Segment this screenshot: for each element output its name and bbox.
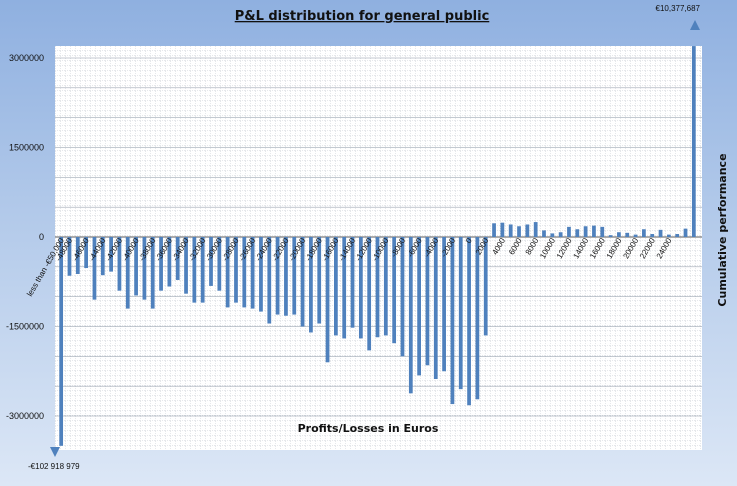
bar bbox=[525, 224, 530, 237]
bar bbox=[642, 229, 646, 237]
bar bbox=[691, 46, 696, 237]
bar bbox=[334, 237, 338, 336]
bar bbox=[617, 232, 621, 237]
chart-title: P&L distribution for general public bbox=[235, 9, 490, 24]
bar bbox=[134, 237, 138, 296]
bar bbox=[358, 237, 363, 339]
bar bbox=[400, 237, 405, 357]
bar bbox=[150, 237, 155, 309]
bar bbox=[159, 237, 163, 291]
x-tick-label: 0 bbox=[464, 236, 474, 245]
bar bbox=[658, 229, 663, 237]
arrow-up-icon bbox=[690, 20, 700, 30]
bars bbox=[59, 46, 696, 446]
bar bbox=[492, 223, 496, 237]
y-tick-label: -1500000 bbox=[6, 322, 44, 332]
bar bbox=[200, 237, 205, 303]
bar bbox=[184, 237, 188, 294]
bar bbox=[225, 237, 230, 308]
bar bbox=[567, 226, 571, 237]
bar bbox=[284, 237, 288, 316]
bar bbox=[392, 237, 397, 344]
bar bbox=[250, 237, 255, 309]
bottom-bar-annotation: -€102 918 979 bbox=[28, 462, 80, 471]
y-tick-labels: 3000000 1500000 0 -1500000 -3000000 bbox=[6, 53, 44, 421]
y-axis-label: Cumulative performance bbox=[716, 153, 729, 306]
bar bbox=[342, 237, 347, 339]
bar bbox=[467, 237, 471, 406]
bar bbox=[417, 237, 421, 376]
bar bbox=[592, 225, 596, 237]
bar bbox=[175, 237, 180, 280]
bar bbox=[550, 233, 555, 237]
bar bbox=[125, 237, 130, 309]
y-tick-label: 1500000 bbox=[9, 143, 44, 153]
bar bbox=[633, 234, 638, 237]
bar bbox=[100, 237, 105, 276]
bar bbox=[317, 237, 322, 324]
bar bbox=[483, 237, 488, 336]
bar bbox=[67, 237, 72, 276]
bar bbox=[383, 237, 388, 336]
bar bbox=[275, 237, 280, 315]
bar bbox=[683, 228, 688, 237]
bar bbox=[59, 237, 64, 446]
bar bbox=[234, 237, 238, 303]
bar bbox=[500, 222, 505, 237]
bar bbox=[425, 237, 430, 366]
bar bbox=[533, 222, 538, 237]
bar bbox=[508, 224, 513, 237]
bar bbox=[475, 237, 480, 400]
bar bbox=[675, 234, 680, 237]
bar bbox=[192, 237, 197, 303]
bar bbox=[583, 226, 588, 237]
x-axis-label: Profits/Losses in Euros bbox=[298, 422, 439, 435]
bar bbox=[542, 230, 546, 237]
bar bbox=[267, 237, 272, 324]
bar bbox=[517, 226, 521, 237]
y-tick-label: 0 bbox=[39, 232, 44, 242]
bar bbox=[167, 237, 172, 287]
bar bbox=[350, 237, 355, 328]
bar bbox=[442, 237, 446, 372]
bar bbox=[109, 237, 113, 272]
bar bbox=[75, 237, 80, 274]
top-bar-annotation: €10,377,687 bbox=[656, 4, 701, 13]
bar bbox=[92, 237, 97, 300]
y-tick-label: -3000000 bbox=[6, 411, 44, 421]
bar bbox=[608, 235, 613, 237]
bar bbox=[325, 237, 330, 363]
bar bbox=[666, 234, 671, 237]
bar bbox=[309, 237, 313, 333]
arrow-down-icon bbox=[50, 447, 60, 457]
bar bbox=[300, 237, 305, 327]
bar bbox=[142, 237, 147, 300]
bar bbox=[259, 237, 263, 312]
bar bbox=[217, 237, 222, 291]
bar bbox=[292, 237, 297, 315]
bar bbox=[625, 232, 630, 237]
bar bbox=[458, 237, 463, 390]
y-tick-label: 3000000 bbox=[9, 53, 44, 63]
bar bbox=[375, 237, 380, 338]
bar bbox=[242, 237, 247, 308]
bar bbox=[408, 237, 413, 394]
bar bbox=[209, 237, 213, 286]
bar bbox=[84, 237, 89, 269]
bar bbox=[117, 237, 122, 291]
bar bbox=[433, 237, 438, 380]
bar bbox=[575, 229, 580, 237]
bar bbox=[450, 237, 455, 405]
bar bbox=[367, 237, 372, 351]
bar bbox=[650, 234, 655, 237]
bar bbox=[558, 232, 563, 237]
bar bbox=[600, 226, 605, 237]
